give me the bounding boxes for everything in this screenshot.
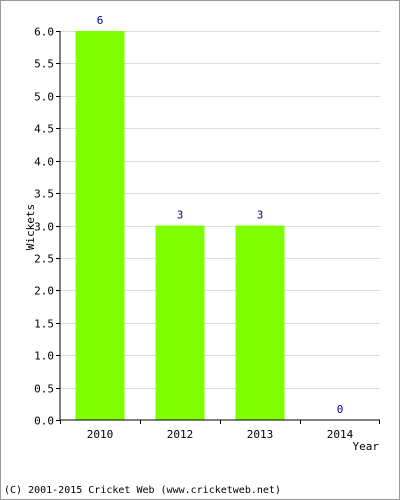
data-labels: 6 3 3 0 xyxy=(97,14,344,416)
data-label: 3 xyxy=(257,209,264,222)
y-tick-label: 3.0 xyxy=(34,221,54,234)
data-label: 0 xyxy=(337,403,344,416)
x-tick-label: 2014 xyxy=(327,428,354,441)
y-tick-label: 3.5 xyxy=(34,188,54,201)
bars xyxy=(75,31,285,420)
y-tick-label: 0.0 xyxy=(34,415,54,428)
y-tick-label: 5.0 xyxy=(34,91,54,104)
x-tick-label: 2012 xyxy=(167,428,194,441)
x-axis-title: Year xyxy=(353,440,380,453)
copyright-footer: (C) 2001-2015 Cricket Web (www.cricketwe… xyxy=(4,485,281,496)
y-tick-label: 4.0 xyxy=(34,156,54,169)
y-tick-labels: 0.0 0.5 1.0 1.5 2.0 2.5 3.0 3.5 4.0 4.5 5.0 5.5 6.0 xyxy=(34,26,60,428)
y-tick-label: 2.5 xyxy=(34,253,54,266)
y-tick-label: 1.5 xyxy=(34,318,54,331)
y-tick-label: 4.5 xyxy=(34,123,54,136)
y-tick-label: 1.0 xyxy=(34,350,54,363)
bar-2012 xyxy=(155,225,205,420)
y-axis-title: Wickets xyxy=(24,204,37,250)
x-tick-label: 2013 xyxy=(247,428,274,441)
y-tick-label: 5.5 xyxy=(34,58,54,71)
y-tick-label: 0.5 xyxy=(34,383,54,396)
y-tick-label: 2.0 xyxy=(34,285,54,298)
data-label: 6 xyxy=(97,14,104,27)
bar-2010 xyxy=(75,31,125,420)
x-tick-label: 2010 xyxy=(87,428,114,441)
x-tick-labels: 2010 2012 2013 2014 xyxy=(60,420,380,441)
y-tick-label: 6.0 xyxy=(34,26,54,39)
data-label: 3 xyxy=(177,209,184,222)
bar-2013 xyxy=(235,225,285,420)
